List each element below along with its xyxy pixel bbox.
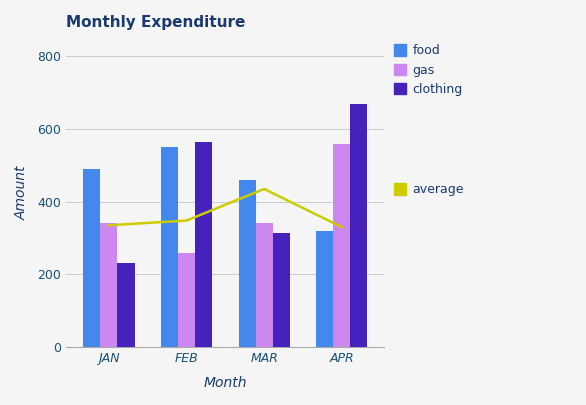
Bar xyxy=(239,180,255,347)
Bar xyxy=(333,143,350,347)
Bar xyxy=(272,232,289,347)
Legend: average: average xyxy=(394,183,464,196)
Bar xyxy=(316,231,333,347)
X-axis label: Month: Month xyxy=(203,376,247,390)
Bar xyxy=(255,224,272,347)
Text: Monthly Expenditure: Monthly Expenditure xyxy=(66,15,246,30)
Bar xyxy=(350,104,367,347)
Bar xyxy=(161,147,178,347)
Bar xyxy=(178,253,195,347)
Bar xyxy=(195,142,212,347)
Bar xyxy=(100,224,117,347)
Bar xyxy=(117,263,135,347)
Y-axis label: Amount: Amount xyxy=(15,165,29,220)
Bar xyxy=(83,169,100,347)
